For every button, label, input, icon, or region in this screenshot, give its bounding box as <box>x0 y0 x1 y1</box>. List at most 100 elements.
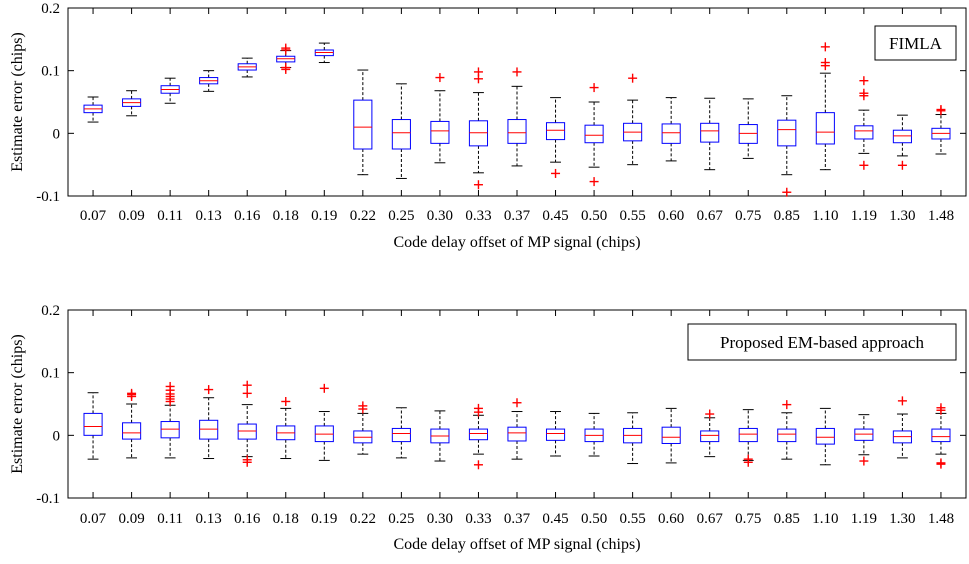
box-0.75: 0.75 <box>735 8 761 224</box>
x-tick-label: 0.07 <box>80 511 107 527</box>
x-tick-label: 0.18 <box>273 208 299 224</box>
iqr-box <box>738 427 758 443</box>
x-tick-label: 0.25 <box>388 208 414 224</box>
x-tick-label: 1.19 <box>851 511 877 527</box>
iqr-box <box>507 426 527 442</box>
x-tick-label: 0.67 <box>697 208 724 224</box>
x-tick-label: 0.09 <box>118 511 144 527</box>
iqr-box <box>892 129 912 144</box>
box-0.67: 0.67 <box>697 310 724 527</box>
x-tick-label: 0.60 <box>658 511 684 527</box>
box-0.33: 0.33 <box>465 8 492 224</box>
x-tick-label: 0.13 <box>196 208 222 224</box>
x-tick-label: 0.67 <box>697 511 724 527</box>
outlier-marker <box>281 396 291 406</box>
chart-panel-1: -0.1 0 0.1 0.2 Estimate error (chips) Code de… <box>9 1 967 251</box>
outlier-marker <box>589 83 599 93</box>
x-tick-label: 0.55 <box>619 511 645 527</box>
iqr-box <box>353 99 373 150</box>
box-0.11: 0.11 <box>157 310 183 527</box>
outlier-marker <box>628 73 638 83</box>
iqr-box <box>83 412 103 436</box>
box-0.75: 0.75 <box>735 310 761 527</box>
box-0.09: 0.09 <box>118 8 145 224</box>
x-tick-label: 0.11 <box>157 511 183 527</box>
box-0.30: 0.30 <box>427 8 453 224</box>
outlier-marker <box>435 73 445 83</box>
x-tick-label: 0.33 <box>465 208 491 224</box>
outlier-marker <box>936 403 946 413</box>
box-0.07: 0.07 <box>80 8 107 224</box>
x-tick-label: 0.45 <box>542 208 568 224</box>
box-1.48: 1.48 <box>928 8 954 224</box>
x-axis-label: Code delay offset of MP signal (chips) <box>393 536 640 553</box>
x-tick-label: 1.10 <box>812 511 838 527</box>
x-tick-label: 0.16 <box>234 511 261 527</box>
x-tick-label: 0.30 <box>427 511 453 527</box>
outlier-marker <box>897 396 907 406</box>
box-0.33: 0.33 <box>465 310 492 527</box>
x-tick-label: 0.19 <box>311 208 337 224</box>
outlier-marker <box>936 105 946 115</box>
box-0.22: 0.22 <box>350 8 376 224</box>
outlier-marker <box>242 380 252 390</box>
iqr-box <box>122 422 142 440</box>
box-0.60: 0.60 <box>658 310 684 527</box>
y-tick-label: 0.1 <box>41 64 60 80</box>
box-0.18: 0.18 <box>273 310 299 527</box>
x-tick-label: 0.75 <box>735 511 761 527</box>
x-tick-label: 0.19 <box>311 511 337 527</box>
outlier-marker <box>242 388 252 398</box>
iqr-box <box>700 122 720 143</box>
outlier-marker <box>165 381 175 391</box>
x-tick-label: 0.16 <box>234 208 261 224</box>
box-1.48: 1.48 <box>928 310 954 527</box>
iqr-box <box>854 428 874 441</box>
x-tick-label: 0.30 <box>427 208 453 224</box>
y-tick-label: 0 <box>53 428 61 444</box>
iqr-box <box>584 124 604 144</box>
x-tick-label: 0.22 <box>350 208 376 224</box>
iqr-box <box>430 120 450 144</box>
legend-label: FIMLA <box>889 34 943 53</box>
box-0.45: 0.45 <box>542 8 569 224</box>
box-0.37: 0.37 <box>504 8 531 224</box>
outlier-marker <box>473 460 483 470</box>
x-tick-label: 0.50 <box>581 511 607 527</box>
outlier-marker <box>936 458 946 468</box>
outlier-marker <box>473 180 483 190</box>
iqr-box <box>854 125 874 140</box>
x-tick-label: 1.19 <box>851 208 877 224</box>
box-0.50: 0.50 <box>581 8 607 224</box>
box-0.13: 0.13 <box>196 8 222 224</box>
box-0.30: 0.30 <box>427 310 453 527</box>
y-tick-label: -0.1 <box>36 189 60 205</box>
legend-box <box>687 323 957 361</box>
iqr-box <box>199 419 219 440</box>
x-tick-label: 0.75 <box>735 208 761 224</box>
box-0.67: 0.67 <box>697 8 724 224</box>
legend-label: Proposed EM-based approach <box>720 333 924 352</box>
iqr-box <box>545 122 566 141</box>
outlier-marker <box>859 456 869 466</box>
outlier-marker <box>319 383 329 393</box>
iqr-box <box>700 430 720 443</box>
x-tick-label: 0.11 <box>157 208 183 224</box>
box-1.10: 1.10 <box>812 8 838 224</box>
iqr-box <box>661 123 681 144</box>
iqr-box <box>391 427 411 443</box>
outlier-marker <box>473 403 483 413</box>
y-tick-label: 0 <box>53 126 61 142</box>
iqr-box <box>777 119 797 147</box>
iqr-box <box>931 428 951 443</box>
outlier-marker <box>705 409 715 419</box>
box-0.07: 0.07 <box>80 310 107 527</box>
outlier-marker <box>782 187 792 197</box>
x-tick-label: 0.07 <box>80 208 107 224</box>
box-0.11: 0.11 <box>157 8 183 224</box>
x-tick-label: 0.13 <box>196 511 222 527</box>
box-0.19: 0.19 <box>311 8 337 224</box>
box-0.16: 0.16 <box>234 8 261 224</box>
